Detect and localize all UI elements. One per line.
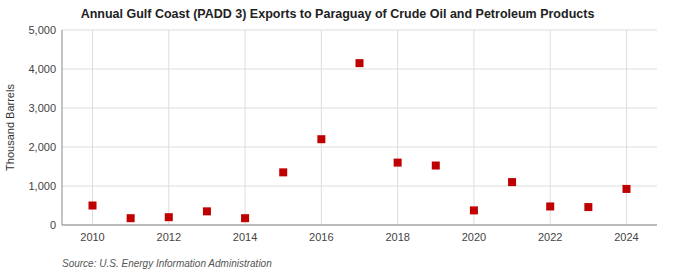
y-tick-label: 5,000 [28,24,56,36]
point [470,206,478,214]
point [508,178,516,186]
point [622,185,630,193]
x-axis-line [62,225,657,226]
y-tick-label: 0 [50,219,56,231]
x-tick-label: 2020 [462,231,486,243]
x-grid-line [321,30,322,225]
axes: 0 1,000 2,000 3,000 4,000 5,000 2010 2012 2014 20… [28,24,657,243]
y-axis-label: Thousand Barrels [4,84,16,171]
background [0,0,675,275]
y-grid-line [62,108,657,109]
x-grid-line [626,30,627,225]
x-grid-line [550,30,551,225]
points [89,59,631,222]
source-note: Source: U.S. Energy Information Administ… [62,258,272,269]
x-tick-label: 2024 [614,231,638,243]
y-grid-line [62,147,657,148]
x-tick-label: 2014 [233,231,257,243]
x-tick-label: 2022 [538,231,562,243]
point [394,159,402,167]
y-tick-label: 2,000 [28,141,56,153]
point [127,214,135,222]
y-tick-label: 4,000 [28,63,56,75]
x-grid-line [168,30,169,225]
y-grid-line [62,69,657,70]
chart-svg: Annual Gulf Coast (PADD 3) Exports to Pa… [0,0,675,275]
x-tick-label: 2016 [309,231,333,243]
y-grid-line [62,30,657,31]
x-tick-label: 2012 [157,231,181,243]
point [241,214,249,222]
x-grid-line [92,30,93,225]
chart-container: Annual Gulf Coast (PADD 3) Exports to Pa… [0,0,675,275]
title: Annual Gulf Coast (PADD 3) Exports to Pa… [81,7,595,21]
point [356,59,364,67]
x-tick-label: 2018 [385,231,409,243]
grid [62,30,657,225]
x-grid-line [245,30,246,225]
x-grid-line [397,30,398,225]
point [317,135,325,143]
point [89,202,97,210]
y-tick-label: 1,000 [28,180,56,192]
y-axis-line [62,30,63,225]
point [279,168,287,176]
point [584,203,592,211]
point [165,213,173,221]
y-grid-line [62,186,657,187]
x-tick-label: 2010 [80,231,104,243]
point [432,162,440,170]
x-grid-line [473,30,474,225]
y-tick-label: 3,000 [28,102,56,114]
point [203,207,211,215]
y-grid-line [62,225,657,226]
point [546,202,554,210]
